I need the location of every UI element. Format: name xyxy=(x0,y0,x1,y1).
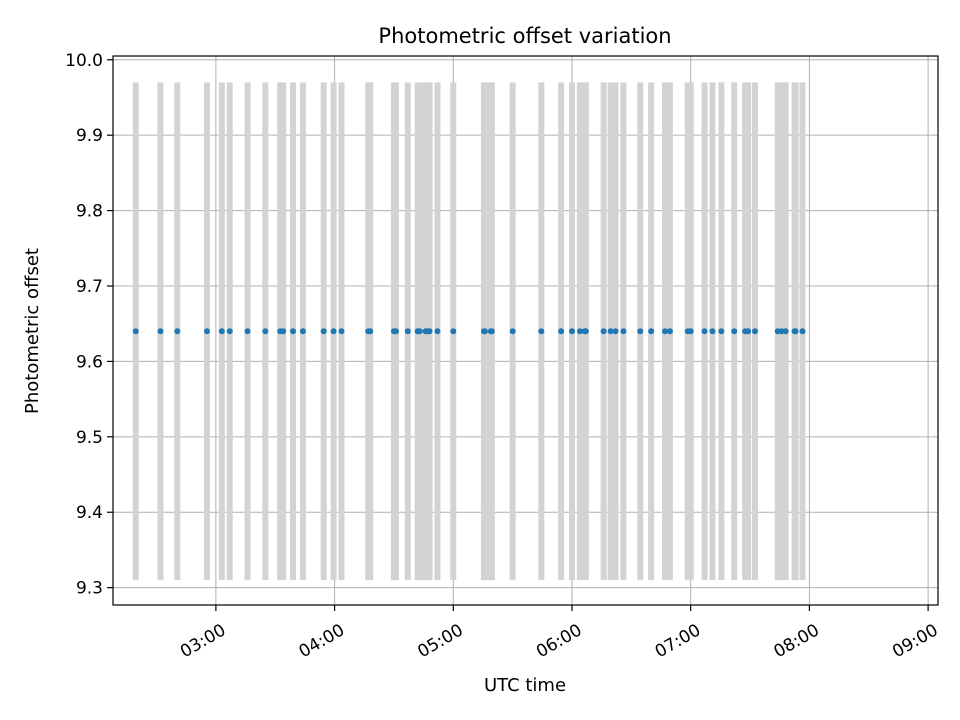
data-point xyxy=(600,328,607,335)
data-point xyxy=(262,328,269,335)
data-point xyxy=(731,328,738,335)
data-point xyxy=(538,328,545,335)
data-point xyxy=(648,328,655,335)
y-tick-label: 9.6 xyxy=(76,352,103,372)
data-point xyxy=(426,328,433,335)
data-point xyxy=(666,328,673,335)
data-point xyxy=(434,328,441,335)
data-point xyxy=(132,328,139,335)
chart-title: Photometric offset variation xyxy=(378,24,671,48)
data-point xyxy=(338,328,345,335)
data-point xyxy=(745,328,752,335)
x-axis-label: UTC time xyxy=(484,675,566,696)
data-point xyxy=(280,328,287,335)
data-point xyxy=(782,328,789,335)
y-tick-label: 9.8 xyxy=(76,202,103,222)
y-tick-label: 10.0 xyxy=(65,51,103,71)
data-point xyxy=(558,328,565,335)
data-point xyxy=(576,328,583,335)
data-point xyxy=(481,328,488,335)
data-point xyxy=(661,328,668,335)
data-point xyxy=(687,328,694,335)
data-point xyxy=(751,328,758,335)
data-point xyxy=(488,328,495,335)
y-axis-ticks: 9.3 9.4 9.5 9.6 9.7 9.8 9.9 10.0 xyxy=(65,51,113,599)
data-point xyxy=(568,328,575,335)
data-point xyxy=(701,328,708,335)
y-tick-label: 9.3 xyxy=(76,579,103,599)
data-point xyxy=(290,328,297,335)
data-point xyxy=(299,328,306,335)
data-point xyxy=(620,328,627,335)
data-point xyxy=(792,328,799,335)
data-point xyxy=(226,328,233,335)
data-point xyxy=(450,328,457,335)
y-tick-label: 9.4 xyxy=(76,503,103,523)
data-point xyxy=(416,328,423,335)
y-tick-label: 9.5 xyxy=(76,428,103,448)
data-point xyxy=(203,328,210,335)
y-axis-label: Photometric offset xyxy=(22,248,43,414)
data-point xyxy=(174,328,181,335)
data-point xyxy=(392,328,399,335)
data-point xyxy=(330,328,337,335)
data-point xyxy=(509,328,516,335)
data-point xyxy=(320,328,327,335)
data-point xyxy=(582,328,589,335)
y-tick-label: 9.9 xyxy=(76,126,103,146)
data-point xyxy=(157,328,164,335)
data-points xyxy=(132,328,806,335)
data-point xyxy=(367,328,374,335)
data-point xyxy=(218,328,225,335)
plot-frame xyxy=(112,55,939,606)
data-point xyxy=(718,328,725,335)
data-point xyxy=(612,328,619,335)
data-point xyxy=(244,328,251,335)
y-tick-label: 9.7 xyxy=(76,277,103,297)
data-point xyxy=(799,328,806,335)
data-point xyxy=(607,328,614,335)
data-point xyxy=(709,328,716,335)
data-point xyxy=(404,328,411,335)
data-point xyxy=(637,328,644,335)
